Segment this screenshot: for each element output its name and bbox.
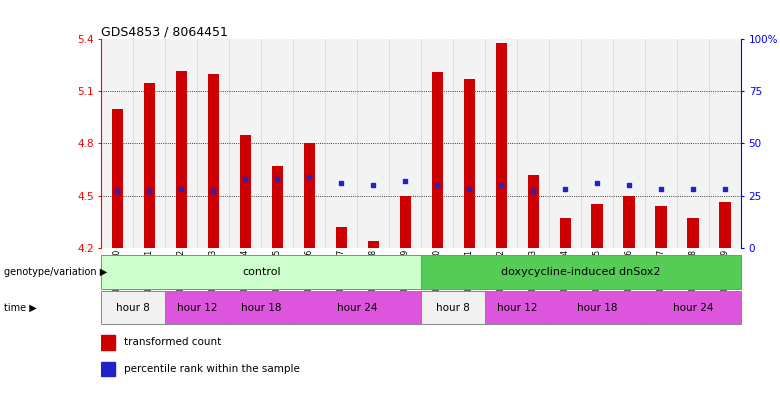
Bar [239, 135, 251, 248]
Bar [431, 72, 443, 248]
Bar [645, 39, 677, 248]
Bar [144, 83, 155, 248]
Text: hour 18: hour 18 [241, 303, 282, 312]
Bar [495, 43, 507, 248]
Text: doxycycline-induced dnSox2: doxycycline-induced dnSox2 [502, 267, 661, 277]
Bar [709, 39, 741, 248]
Bar [517, 39, 549, 248]
Bar [165, 39, 197, 248]
Bar [559, 218, 571, 248]
Bar [165, 291, 229, 324]
Text: hour 18: hour 18 [577, 303, 617, 312]
Bar [591, 204, 603, 248]
Text: hour 12: hour 12 [497, 303, 537, 312]
Bar [101, 39, 133, 248]
Bar [101, 255, 421, 289]
Bar [613, 39, 645, 248]
Bar [399, 196, 411, 248]
Bar [261, 39, 293, 248]
Bar [549, 291, 645, 324]
Text: hour 8: hour 8 [436, 303, 470, 312]
Text: transformed count: transformed count [124, 337, 221, 347]
Bar [101, 335, 115, 349]
Bar [655, 206, 667, 248]
Bar [549, 39, 581, 248]
Bar [485, 291, 549, 324]
Text: hour 24: hour 24 [673, 303, 713, 312]
Bar [463, 79, 475, 248]
Bar [133, 39, 165, 248]
Bar [293, 39, 325, 248]
Text: genotype/variation ▶: genotype/variation ▶ [4, 267, 107, 277]
Bar [677, 39, 709, 248]
Bar [303, 143, 315, 248]
Bar [357, 39, 389, 248]
Bar [453, 39, 485, 248]
Bar [325, 39, 357, 248]
Bar [112, 109, 123, 248]
Text: control: control [242, 267, 281, 277]
Bar [293, 291, 421, 324]
Bar [421, 39, 453, 248]
Bar [367, 241, 379, 248]
Bar [229, 291, 293, 324]
Bar [197, 39, 229, 248]
Text: percentile rank within the sample: percentile rank within the sample [124, 364, 300, 374]
Text: hour 12: hour 12 [177, 303, 218, 312]
Text: hour 8: hour 8 [116, 303, 151, 312]
Text: time ▶: time ▶ [4, 303, 37, 312]
Bar [687, 218, 699, 248]
Text: GDS4853 / 8064451: GDS4853 / 8064451 [101, 25, 229, 38]
Bar [645, 291, 741, 324]
Bar [421, 291, 485, 324]
Bar [101, 362, 115, 376]
Bar [207, 74, 219, 248]
Bar [485, 39, 517, 248]
Bar [335, 227, 347, 248]
Bar [527, 174, 539, 248]
Bar [719, 202, 731, 248]
Bar [421, 255, 741, 289]
Bar [176, 71, 187, 248]
Bar [623, 196, 635, 248]
Bar [229, 39, 261, 248]
Bar [101, 291, 165, 324]
Bar [271, 166, 283, 248]
Bar [581, 39, 613, 248]
Bar [389, 39, 421, 248]
Text: hour 24: hour 24 [337, 303, 378, 312]
